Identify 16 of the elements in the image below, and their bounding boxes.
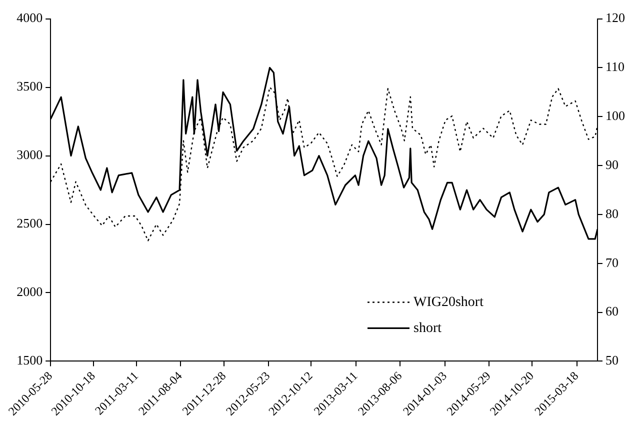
legend-label: short bbox=[414, 320, 442, 336]
y-tick-label: 2000 bbox=[16, 284, 43, 300]
y-tick-label: 3500 bbox=[16, 78, 43, 94]
y-tick-label: 4000 bbox=[16, 10, 43, 26]
y2-tick-label: 120 bbox=[606, 10, 625, 26]
y-tick-label: 1500 bbox=[16, 352, 43, 368]
legend-label: WIG20short bbox=[414, 294, 484, 310]
y2-tick-label: 50 bbox=[606, 352, 618, 368]
y2-tick-label: 60 bbox=[606, 304, 618, 319]
y-tick-label: 3000 bbox=[16, 147, 43, 162]
y2-tick-label: 80 bbox=[606, 206, 618, 221]
y2-tick-label: 70 bbox=[606, 254, 618, 270]
y-tick-label: 2500 bbox=[16, 216, 43, 231]
y2-tick-label: 110 bbox=[606, 59, 625, 74]
y2-tick-label: 90 bbox=[606, 156, 618, 172]
y2-tick-label: 100 bbox=[606, 108, 625, 124]
